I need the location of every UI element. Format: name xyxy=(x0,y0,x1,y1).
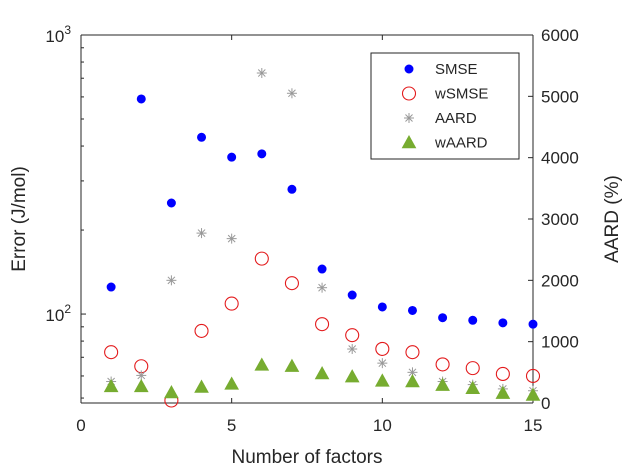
aard-point xyxy=(317,282,328,293)
axes: 0 5 10 15 102 103 0 1000 2000 3000 4000 5000 6000 Num… xyxy=(9,23,623,468)
aard-point xyxy=(256,68,267,79)
legend-marker-smse xyxy=(404,64,414,74)
smse-point xyxy=(106,282,116,292)
waard-point xyxy=(103,378,119,393)
aard-point xyxy=(196,228,207,239)
smse-point xyxy=(438,313,448,323)
x-tick-label: 5 xyxy=(227,416,236,435)
wsmse-point xyxy=(435,357,450,372)
legend: SMSE wSMSE AARD wAARD xyxy=(370,52,520,160)
right-y-tick-label: 5000 xyxy=(541,87,579,106)
smse-point xyxy=(528,319,538,329)
smse-point xyxy=(287,184,297,194)
aard-point xyxy=(347,344,358,355)
wsmse-point xyxy=(194,323,209,338)
aard-point xyxy=(226,233,237,244)
waard-point xyxy=(314,366,330,380)
legend-marker-wsmse xyxy=(401,86,417,101)
waard-point xyxy=(194,379,209,393)
waard-point xyxy=(435,377,450,391)
smse-point xyxy=(257,149,267,159)
aard-point xyxy=(166,275,177,286)
legend-label-smse: SMSE xyxy=(435,61,478,78)
smse-point xyxy=(407,305,417,315)
left-y-axis-label: Error (J/mol) xyxy=(9,166,30,272)
series-waard xyxy=(103,357,541,401)
right-y-tick-label: 0 xyxy=(541,394,550,413)
wsmse-point xyxy=(525,368,541,384)
right-y-axis-label: AARD (%) xyxy=(602,175,623,263)
data-marks xyxy=(103,68,541,408)
right-y-tick-label: 2000 xyxy=(541,271,579,290)
smse-point xyxy=(347,290,357,300)
smse-point xyxy=(468,315,478,325)
smse-point xyxy=(227,152,237,162)
waard-point xyxy=(495,385,511,399)
legend-box xyxy=(370,52,520,160)
legend-label-waard: wAARD xyxy=(434,135,488,152)
legend-marker-aard xyxy=(404,113,414,123)
right-y-tick-label: 6000 xyxy=(541,26,579,45)
aard-point xyxy=(136,370,147,381)
wsmse-point xyxy=(315,317,330,332)
wsmse-point xyxy=(254,251,269,266)
waard-point xyxy=(164,385,179,399)
smse-point xyxy=(166,198,176,208)
x-tick-label: 0 xyxy=(76,416,85,435)
waard-point xyxy=(405,374,420,388)
right-y-tick-label: 1000 xyxy=(541,333,579,352)
wsmse-point xyxy=(284,276,299,291)
aard-point xyxy=(286,88,297,99)
waard-point xyxy=(133,378,149,393)
wsmse-point xyxy=(465,361,480,376)
legend-marker-waard xyxy=(401,134,417,149)
left-y-tick-label: 102 xyxy=(45,302,71,325)
waard-point xyxy=(344,369,360,383)
legend-label-wsmse: wSMSE xyxy=(434,86,488,103)
series-smse xyxy=(106,94,538,329)
right-y-tick-label: 4000 xyxy=(541,149,579,168)
x-tick-label: 10 xyxy=(373,416,392,435)
smse-point xyxy=(197,132,207,142)
smse-point xyxy=(498,318,508,328)
waard-point xyxy=(525,387,541,401)
waard-point xyxy=(374,373,390,387)
wsmse-point xyxy=(345,328,360,343)
waard-point xyxy=(254,357,270,371)
waard-point xyxy=(224,376,240,390)
right-y-tick-label: 3000 xyxy=(541,210,579,229)
x-axis-label: Number of factors xyxy=(232,447,383,468)
aard-point xyxy=(407,367,418,378)
legend-label-aard: AARD xyxy=(435,110,477,127)
smse-point xyxy=(317,264,327,274)
waard-point xyxy=(284,358,300,372)
smse-point xyxy=(136,94,146,104)
aard-point xyxy=(377,358,388,369)
smse-point xyxy=(377,302,387,312)
x-tick-label: 15 xyxy=(524,416,543,435)
wsmse-point xyxy=(495,366,510,382)
wsmse-point xyxy=(375,341,390,356)
wsmse-point xyxy=(104,345,119,360)
wsmse-point xyxy=(224,296,239,311)
wsmse-point xyxy=(405,345,420,360)
left-y-tick-label: 103 xyxy=(45,23,71,46)
waard-point xyxy=(465,380,481,394)
